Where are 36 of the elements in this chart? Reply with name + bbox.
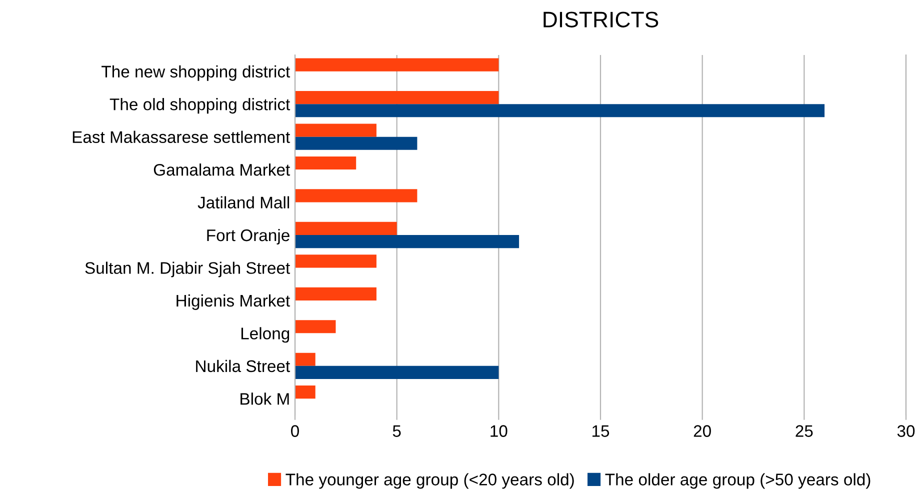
bar (295, 189, 418, 202)
bar (295, 235, 520, 248)
bar (295, 352, 316, 366)
y-tick-label: Blok M (240, 392, 289, 405)
bar (295, 366, 499, 379)
y-tick-label: Jatiland Mall (198, 196, 290, 208)
bar (295, 287, 376, 300)
bar (295, 136, 418, 150)
bar (295, 320, 336, 334)
bar (295, 222, 397, 235)
y-tick-label: The old shopping district (110, 98, 290, 114)
bar (295, 58, 499, 72)
y-tick-label: Sultan M. Djabir Sjah Street (85, 262, 290, 278)
x-tick-label: 10 (490, 425, 508, 437)
y-tick-label: Fort Oranje (207, 228, 290, 244)
x-tick-label: 20 (694, 425, 711, 437)
bar (295, 124, 376, 137)
legend-label: The older age group (>50 years old) (605, 473, 870, 489)
x-tick-label: 5 (392, 425, 401, 437)
x-tick-label: 0 (291, 425, 299, 437)
y-tick-label: Lelong (241, 327, 290, 343)
bar (295, 254, 376, 268)
y-tick-label: The new shopping district (102, 65, 290, 81)
x-tick-label: 25 (796, 425, 813, 437)
legend-label: The younger age group (<20 years old) (286, 473, 574, 489)
x-tick-label: 30 (897, 425, 915, 437)
bar (295, 386, 316, 399)
bar (295, 104, 825, 118)
bar (295, 91, 499, 104)
y-tick-label: Gamalama Market (154, 164, 290, 176)
bar (295, 156, 356, 170)
y-tick-label: East Makassarese settlement (72, 130, 290, 144)
chart-title: DISTRICTS (544, 12, 658, 28)
y-tick-label: Higienis Market (176, 294, 290, 310)
y-tick-label: Nukila Street (196, 360, 290, 372)
x-tick-label: 15 (592, 425, 610, 437)
